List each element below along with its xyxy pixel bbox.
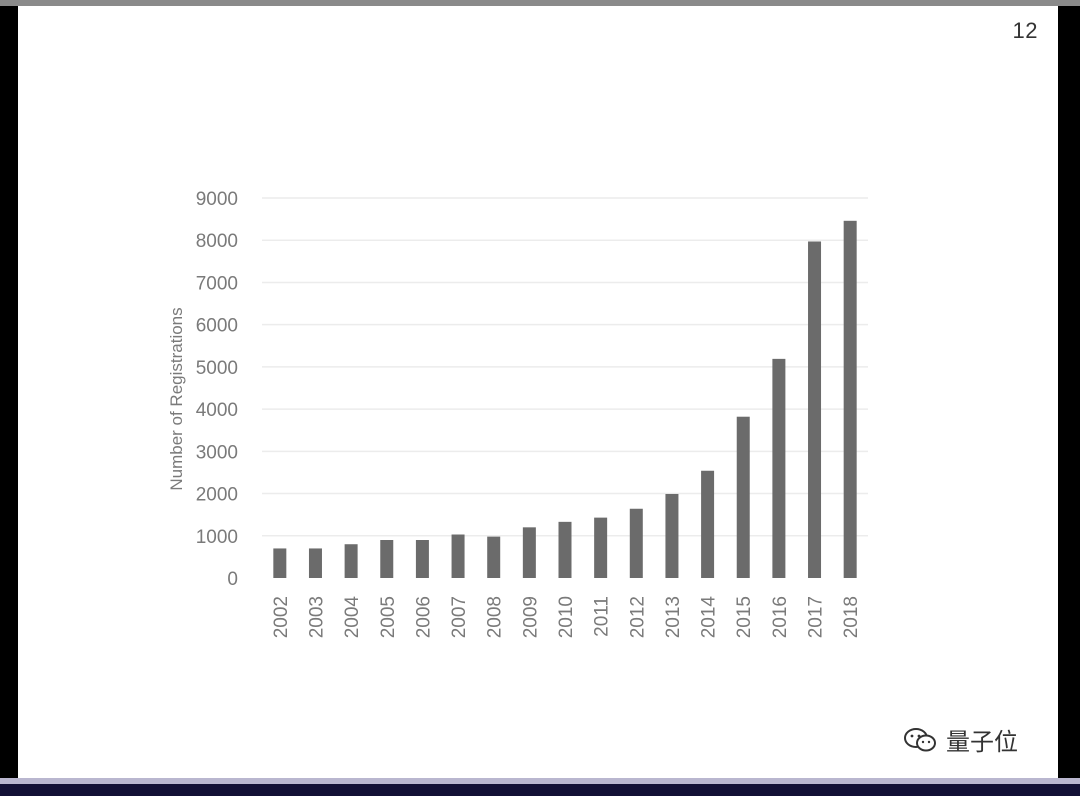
x-tick-label: 2007 xyxy=(449,596,470,638)
x-tick-label: 2016 xyxy=(770,596,791,638)
watermark-text: 量子位 xyxy=(946,728,1018,756)
x-tick-label: 2009 xyxy=(520,596,541,638)
page-number: 12 xyxy=(1012,18,1038,43)
bar-2012 xyxy=(629,508,643,578)
bar-2007 xyxy=(451,534,465,578)
bar-chart: 0 1000 2000 3000 4000 5000 6000 7000 8000 9000 20… xyxy=(167,189,868,639)
bottom-frame-bar xyxy=(0,784,1080,796)
y-tick-label: 6000 xyxy=(196,316,238,337)
right-frame-bar xyxy=(1058,6,1080,778)
x-tick-label: 2013 xyxy=(663,596,684,638)
x-tick-label: 2010 xyxy=(556,596,577,638)
gridlines xyxy=(262,197,868,537)
left-frame-bar xyxy=(0,6,18,778)
bar-2016 xyxy=(772,358,786,578)
x-tick-label: 2017 xyxy=(806,596,827,638)
y-tick-label: 9000 xyxy=(196,189,238,210)
x-tick-label: 2004 xyxy=(342,596,363,639)
y-axis-title: Number of Registrations xyxy=(167,307,186,490)
watermark: 量子位 xyxy=(902,722,1018,757)
y-tick-label: 1000 xyxy=(196,527,238,548)
x-tick-label: 2015 xyxy=(734,596,755,638)
x-tick-label: 2008 xyxy=(485,596,506,638)
x-axis-ticks: 2002 2003 2004 2005 2006 2007 2008 2009 2010 2011… xyxy=(271,596,862,639)
x-tick-label: 2003 xyxy=(306,596,327,638)
bar-2018 xyxy=(843,220,857,579)
x-tick-label: 2005 xyxy=(378,596,399,638)
y-tick-label: 2000 xyxy=(196,485,238,506)
slide: 12 0 1000 2000 3000 4000 5000 6000 7000 8000 9000… xyxy=(18,6,1058,778)
y-tick-label: 4000 xyxy=(196,400,238,421)
bar-2002 xyxy=(273,548,287,578)
x-tick-label: 2002 xyxy=(271,596,292,638)
y-tick-label: 3000 xyxy=(196,442,238,463)
x-tick-label: 2006 xyxy=(413,596,434,638)
bar-2010 xyxy=(558,521,572,578)
bar-2015 xyxy=(736,416,750,578)
y-tick-label: 8000 xyxy=(196,231,238,252)
top-frame-bar xyxy=(0,0,1080,6)
y-tick-label: 7000 xyxy=(196,273,238,294)
x-tick-label: 2018 xyxy=(841,596,862,638)
bar-2009 xyxy=(522,527,536,578)
bar-2003 xyxy=(308,548,322,578)
bar-2004 xyxy=(344,544,358,578)
y-axis-ticks: 0 1000 2000 3000 4000 5000 6000 7000 8000 9000 xyxy=(196,189,238,590)
wechat-icon xyxy=(904,727,936,751)
y-tick-label: 5000 xyxy=(196,358,238,379)
x-tick-label: 2011 xyxy=(592,596,613,637)
x-tick-label: 2014 xyxy=(699,596,720,639)
bottom-frame-strip xyxy=(0,778,1080,784)
bar-2005 xyxy=(380,540,394,578)
bars xyxy=(273,220,857,579)
bar-2014 xyxy=(701,470,715,578)
bar-2008 xyxy=(487,536,501,578)
x-tick-label: 2012 xyxy=(627,596,648,638)
y-tick-label: 0 xyxy=(227,569,238,590)
bar-2013 xyxy=(665,493,679,578)
bar-2011 xyxy=(594,517,608,578)
bar-2006 xyxy=(415,540,429,578)
bar-2017 xyxy=(808,241,822,578)
